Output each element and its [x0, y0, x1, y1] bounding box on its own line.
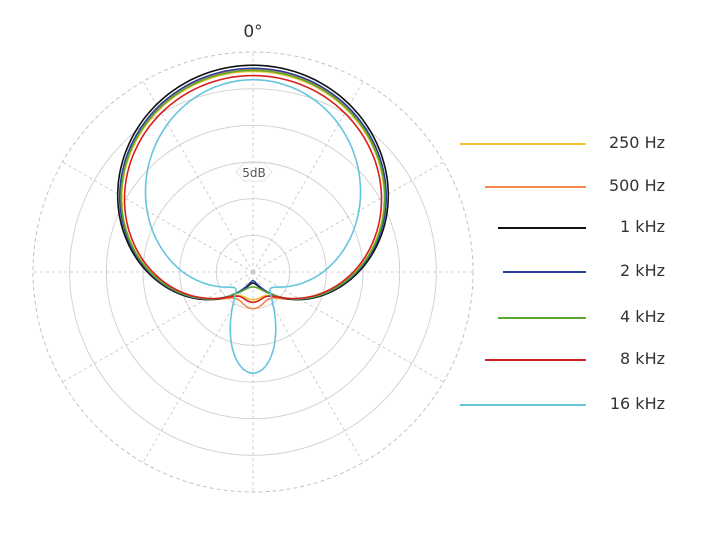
polar-grid	[32, 51, 474, 493]
polar-spoke	[252, 271, 444, 383]
polar-curves	[116, 64, 390, 375]
polar-ring	[69, 88, 437, 456]
legend-item-250hz: 250 Hz	[455, 133, 705, 155]
polar-spoke	[62, 161, 254, 273]
legend-swatch-250hz	[460, 143, 586, 145]
legend-swatch-2khz	[503, 271, 586, 273]
legend-swatch-8khz	[485, 359, 586, 361]
legend-label-250hz: 250 Hz	[608, 133, 665, 152]
polar-spoke	[62, 271, 254, 383]
legend-item-16khz: 16 kHz	[455, 394, 705, 416]
legend-item-1khz: 1 kHz	[455, 217, 705, 239]
polar-ring	[32, 51, 474, 493]
polar-curve-2khz	[119, 67, 388, 301]
legend-item-2khz: 2 kHz	[455, 261, 705, 283]
legend-swatch-4khz	[498, 317, 586, 319]
legend-label-8khz: 8 kHz	[620, 349, 665, 368]
legend-item-8khz: 8 kHz	[455, 349, 705, 371]
angle-label-0deg: 0°	[243, 22, 262, 42]
legend-swatch-16khz	[460, 404, 586, 406]
polar-spoke	[252, 81, 364, 273]
polar-curve-16khz	[144, 78, 362, 375]
polar-curve-4khz	[120, 69, 386, 300]
scale-label: 5dB	[242, 166, 265, 180]
legend-item-4khz: 4 kHz	[455, 307, 705, 329]
legend-label-4khz: 4 kHz	[620, 307, 665, 326]
polar-spoke	[142, 271, 254, 463]
legend-label-2khz: 2 kHz	[620, 261, 665, 280]
polar-curve-1khz	[116, 64, 390, 301]
polar-spoke	[252, 161, 444, 273]
scale-badge: 5dB	[235, 162, 273, 182]
legend-label-16khz: 16 kHz	[609, 394, 665, 413]
legend-swatch-1khz	[498, 227, 586, 229]
polar-spoke	[142, 81, 254, 273]
legend-label-500hz: 500 Hz	[608, 176, 665, 195]
polar-curve-8khz	[123, 74, 383, 304]
legend-item-500hz: 500 Hz	[455, 176, 705, 198]
polar-spoke	[252, 271, 364, 463]
legend-label-1khz: 1 kHz	[620, 217, 665, 236]
legend-swatch-500hz	[485, 186, 586, 188]
